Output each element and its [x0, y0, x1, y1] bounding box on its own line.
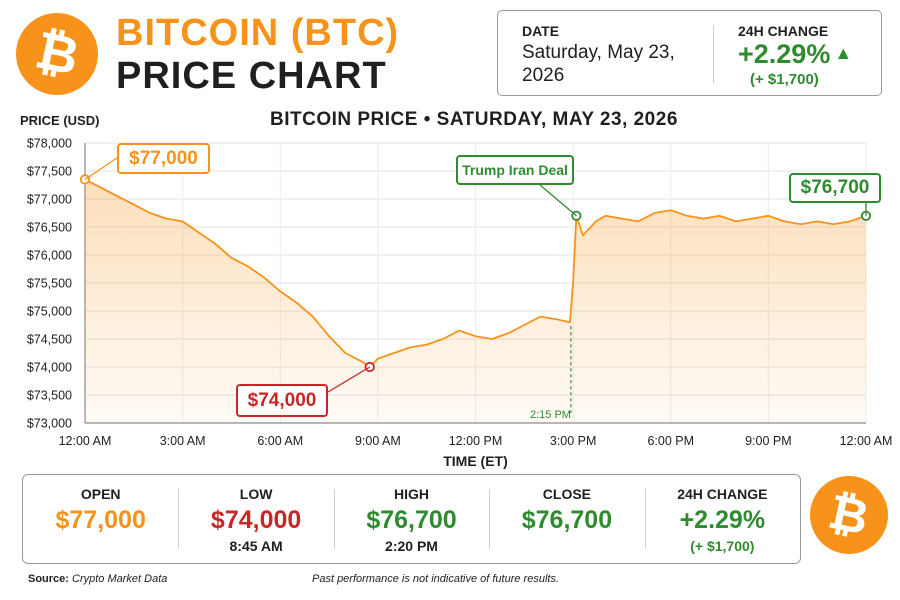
up-triangle-icon: ▲ — [834, 43, 853, 63]
stats-panel: OPEN $77,000 LOW $74,000 8:45 AM HIGH $7… — [22, 474, 801, 564]
stat-high: HIGH $76,700 2:20 PM — [333, 475, 489, 563]
source-note: Source: Crypto Market Data — [28, 573, 167, 585]
disclaimer: Past performance is not indicative of fu… — [312, 573, 560, 585]
stat-low: LOW $74,000 8:45 AM — [178, 475, 333, 563]
change-percent: +2.29% — [738, 39, 831, 69]
bitcoin-logo-icon: ₿ — [16, 13, 98, 95]
stat-value: $77,000 — [55, 506, 146, 534]
x-tick-label: 3:00 PM — [550, 434, 597, 448]
x-tick-label: 3:00 AM — [160, 434, 206, 448]
source-value: Crypto Market Data — [72, 573, 168, 585]
stat-time: 2:20 PM — [385, 538, 438, 554]
change-label: 24H CHANGE — [738, 23, 829, 39]
x-tick-label: 9:00 PM — [745, 434, 792, 448]
stat-label: LOW — [239, 486, 273, 502]
x-tick-label: 6:00 PM — [647, 434, 694, 448]
date-label: DATE — [522, 23, 560, 39]
y-tick-label: $75,500 — [27, 277, 72, 291]
stat-label: 24H CHANGE — [677, 486, 768, 502]
change-value: +2.29% ▲ — [738, 39, 852, 70]
x-tick-label: 12:00 AM — [840, 434, 893, 448]
close-price-callout: $76,700 — [789, 173, 881, 203]
stat-change-amount: (+ $1,700) — [690, 538, 755, 554]
y-tick-label: $73,500 — [27, 389, 72, 403]
y-tick-label: $77,000 — [27, 193, 72, 207]
y-tick-label: $76,500 — [27, 221, 72, 235]
x-tick-label: 12:00 AM — [59, 434, 112, 448]
change-amount: (+ $1,700) — [750, 71, 819, 88]
stat-24h-change: 24H CHANGE +2.29% (+ $1,700) — [644, 475, 800, 563]
source-label: Source: — [28, 573, 69, 585]
price-line — [84, 178, 867, 368]
x-tick-label: 9:00 AM — [355, 434, 401, 448]
panel-divider — [713, 25, 714, 83]
date-value: Saturday, May 23, 2026 — [522, 42, 675, 86]
bitcoin-logo-glyph: ₿ — [824, 483, 874, 547]
callout-connector — [539, 184, 577, 217]
y-tick-label: $76,000 — [27, 249, 72, 263]
stat-label: CLOSE — [542, 486, 592, 502]
callout-connector — [327, 366, 371, 393]
y-tick-label: $78,000 — [27, 137, 72, 151]
y-tick-label: $77,500 — [27, 165, 72, 179]
bitcoin-logo-icon: ₿ — [810, 476, 888, 554]
page-title: BITCOIN (BTC) — [116, 12, 400, 54]
news-event-callout: Trump Iran Deal — [456, 155, 574, 185]
date-change-panel: DATE Saturday, May 23, 2026 24H CHANGE +… — [497, 10, 882, 96]
page-subtitle: PRICE CHART — [116, 55, 387, 97]
x-tick-label: 6:00 AM — [257, 434, 303, 448]
y-tick-label: $74,500 — [27, 333, 72, 347]
y-axis-title: PRICE (USD) — [20, 113, 100, 128]
event-time-label: 2:15 PM — [530, 409, 571, 421]
stat-time: 8:45 AM — [229, 538, 283, 554]
y-tick-label: $73,000 — [27, 417, 72, 431]
callout-connector — [84, 157, 118, 180]
stat-label: HIGH — [394, 486, 430, 502]
low-price-callout: $74,000 — [236, 384, 328, 417]
stat-value: $76,700 — [521, 506, 613, 534]
y-tick-label: $75,000 — [27, 305, 72, 319]
y-tick-label: $74,000 — [27, 361, 72, 375]
stat-value: $76,700 — [366, 506, 457, 534]
stat-open: OPEN $77,000 — [23, 475, 178, 563]
chart-title: BITCOIN PRICE • SATURDAY, MAY 23, 2026 — [270, 109, 678, 130]
stat-label: OPEN — [80, 486, 121, 502]
stat-value: $74,000 — [210, 506, 302, 534]
stat-close: CLOSE $76,700 — [489, 475, 644, 563]
stat-value: +2.29% — [679, 506, 766, 534]
x-axis-title: TIME (ET) — [443, 453, 508, 469]
open-price-callout: $77,000 — [117, 143, 210, 174]
x-tick-label: 12:00 PM — [449, 434, 503, 448]
price-area-fill — [85, 179, 866, 423]
